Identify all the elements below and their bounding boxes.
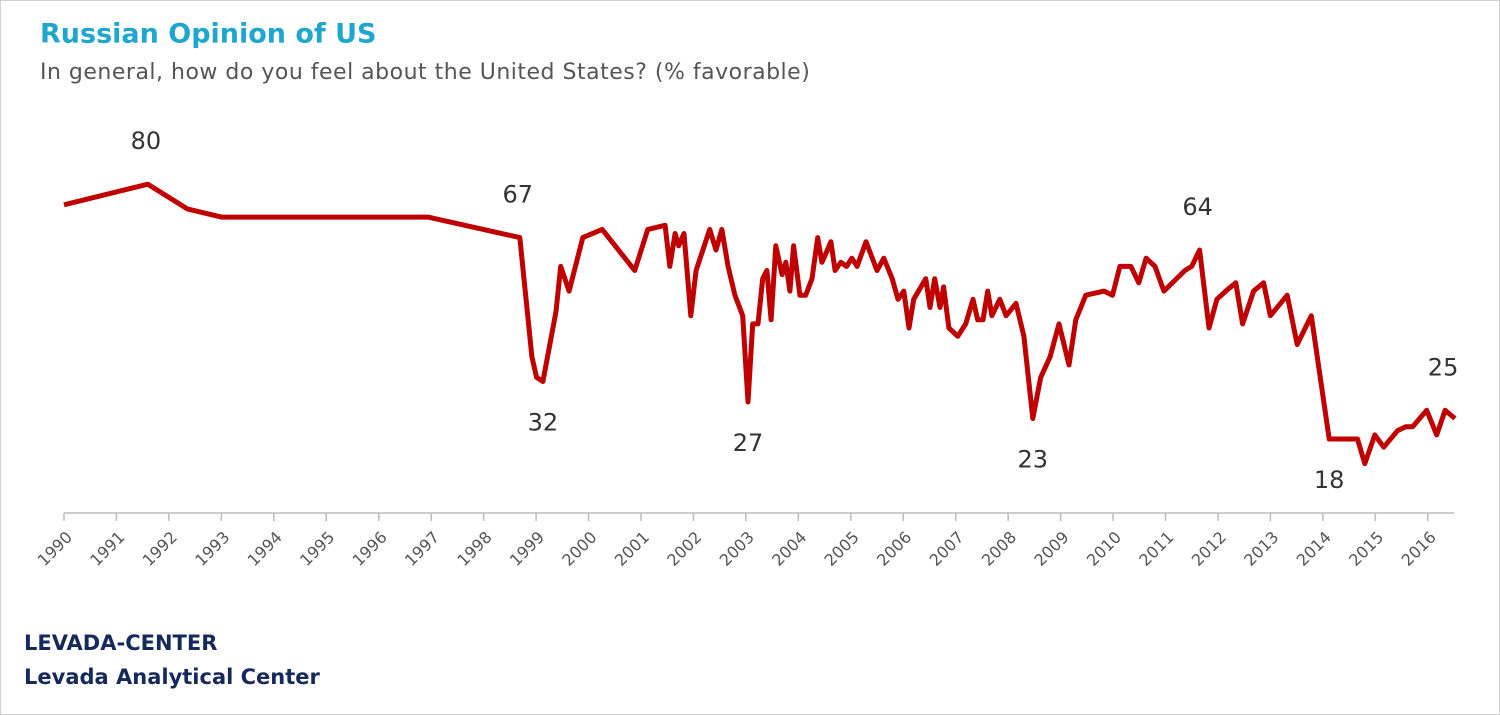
chart-title: Russian Opinion of US — [40, 19, 377, 50]
line — [63, 181, 1457, 467]
chart-subtitle: In general, how do you feel about the Un… — [40, 60, 810, 85]
data-label: 23 — [1018, 445, 1049, 473]
data-label: 67 — [503, 181, 534, 209]
data-label: 64 — [1182, 193, 1213, 221]
source-detail: Levada Analytical Center — [24, 665, 321, 689]
data-label: 25 — [1428, 353, 1459, 381]
data-label: 32 — [528, 408, 559, 436]
data-label: 18 — [1314, 466, 1345, 494]
source: LEVADA-CENTER — [24, 631, 217, 655]
data-label: 27 — [733, 429, 764, 457]
data-label: 80 — [131, 127, 162, 155]
